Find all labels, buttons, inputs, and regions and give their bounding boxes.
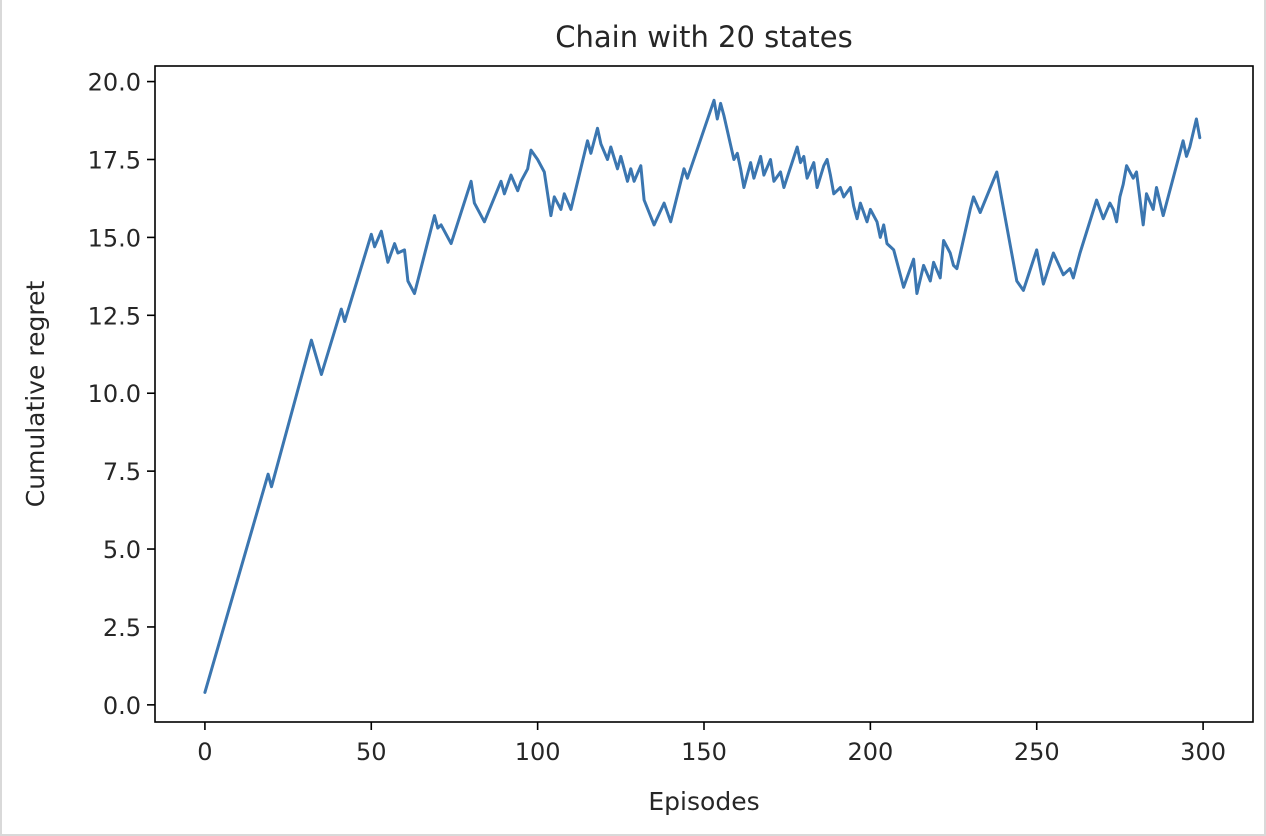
x-axis: 0 50 100 150 200 250 300 — [197, 722, 1226, 766]
plot-frame — [154, 65, 1254, 723]
x-tick-label: 0 — [197, 738, 212, 766]
y-tick-label: 5.0 — [103, 536, 141, 564]
x-tick-label: 150 — [681, 738, 727, 766]
y-tick-label: 15.0 — [88, 224, 141, 252]
x-axis-label: Episodes — [648, 787, 759, 816]
x-tick-label: 300 — [1180, 738, 1226, 766]
y-tick-label: 12.5 — [88, 302, 141, 330]
chart-title: Chain with 20 states — [555, 20, 853, 54]
x-tick-label: 200 — [847, 738, 893, 766]
y-tick-label: 2.5 — [103, 614, 141, 642]
y-tick-label: 7.5 — [103, 458, 141, 486]
plot-area — [154, 65, 1254, 723]
y-axis: 0.0 2.5 5.0 7.5 10.0 12.5 15.0 17.5 20.0 — [88, 69, 155, 720]
series-line — [203, 98, 1202, 694]
y-tick-label: 10.0 — [88, 380, 141, 408]
y-axis-label: Cumulative regret — [21, 281, 50, 508]
y-tick-label: 20.0 — [88, 69, 141, 97]
y-tick-label: 0.0 — [103, 692, 141, 720]
x-tick-label: 50 — [356, 738, 387, 766]
x-tick-label: 100 — [515, 738, 561, 766]
y-tick-label: 17.5 — [88, 146, 141, 174]
x-tick-label: 250 — [1014, 738, 1060, 766]
